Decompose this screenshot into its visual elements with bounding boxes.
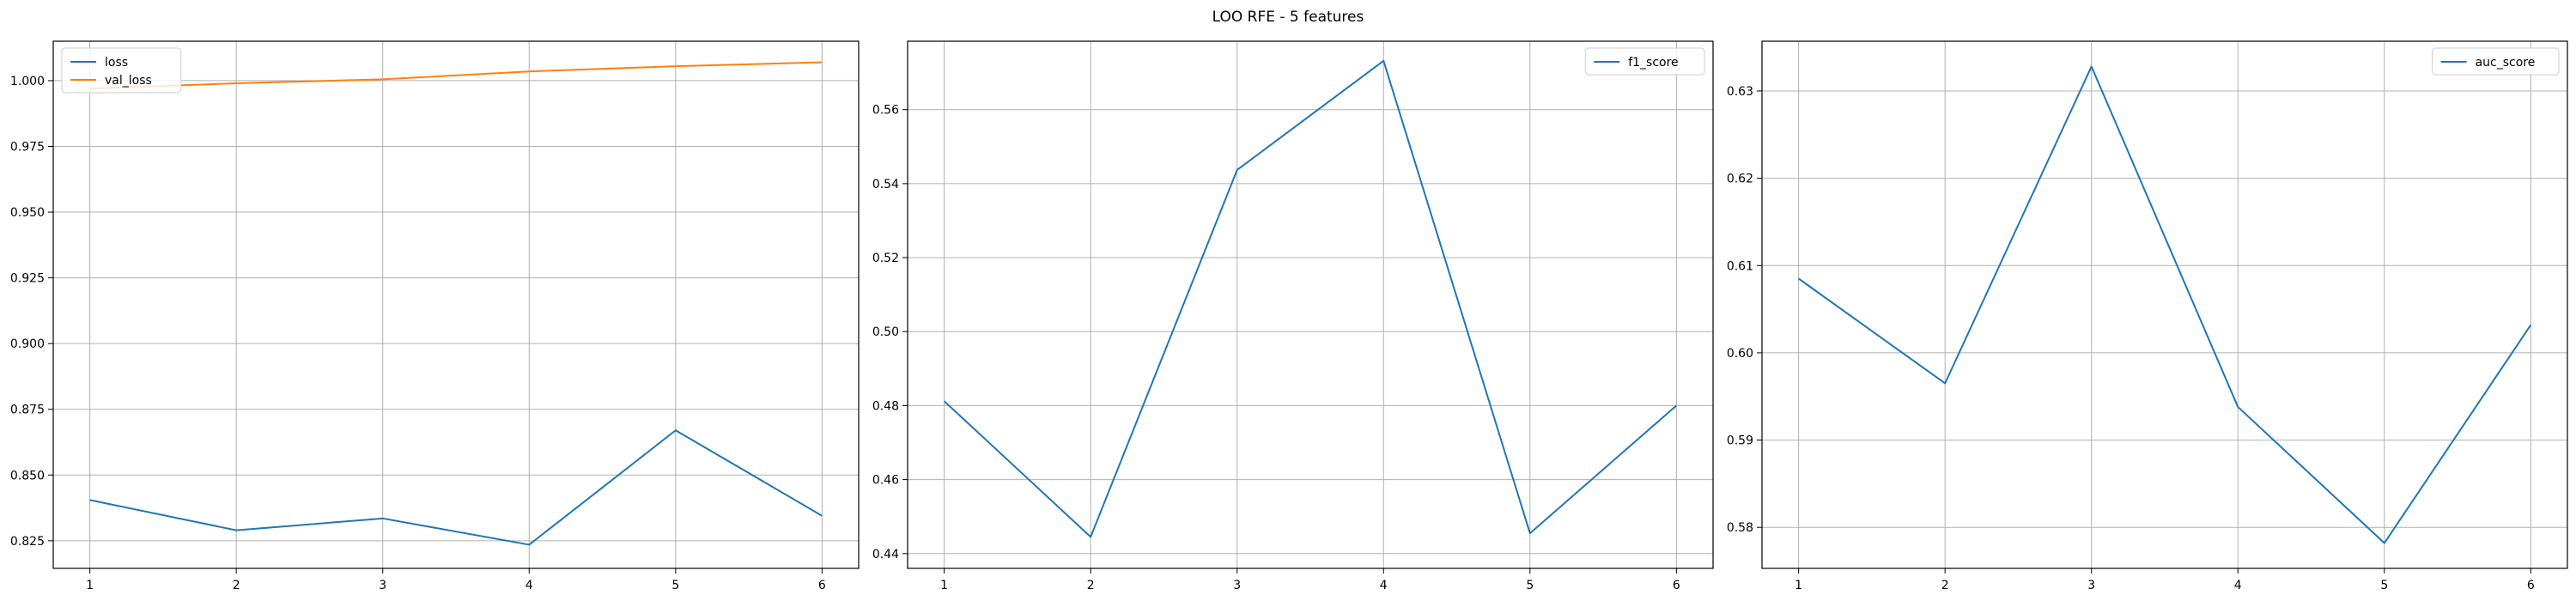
x-tick-label: 5 bbox=[671, 579, 679, 592]
y-tick-label: 0.62 bbox=[1727, 173, 1753, 186]
x-tick-label: 1 bbox=[1795, 579, 1802, 592]
y-tick-label: 0.59 bbox=[1727, 434, 1753, 448]
y-tick-label: 0.44 bbox=[872, 548, 899, 562]
y-tick-label: 0.825 bbox=[10, 535, 45, 549]
x-tick-label: 2 bbox=[1941, 579, 1949, 592]
legend-box bbox=[61, 47, 182, 94]
x-tick-label: 2 bbox=[1087, 579, 1095, 592]
axes-frame bbox=[907, 40, 1714, 569]
y-tick-label: 0.50 bbox=[872, 325, 899, 339]
y-tick-label: 0.925 bbox=[10, 272, 45, 286]
y-tick-label: 0.56 bbox=[872, 104, 899, 118]
legend: loss val_loss bbox=[61, 47, 182, 94]
chart-panel-3: 1 2 3 4 5 6 0.58 0.59 0.60 0.61 0.62 0.63 auc_score bbox=[1727, 40, 2568, 592]
legend-label-auc_score: auc_score bbox=[2476, 56, 2536, 70]
series-line-f1_score bbox=[943, 59, 1678, 538]
y-tick-label: 0.875 bbox=[10, 404, 45, 417]
x-tick-label: 6 bbox=[1673, 579, 1680, 592]
y-tick-label: 0.58 bbox=[1727, 521, 1753, 535]
x-tick-label: 6 bbox=[2527, 579, 2535, 592]
series-line-val_loss bbox=[89, 61, 823, 90]
y-tick-label: 0.900 bbox=[10, 337, 45, 351]
x-tick-label: 1 bbox=[86, 579, 94, 592]
y-tick-label: 0.46 bbox=[872, 474, 899, 488]
y-tick-label: 0.950 bbox=[10, 206, 45, 220]
x-tick-label: 4 bbox=[2234, 579, 2242, 592]
y-tick-label: 0.61 bbox=[1727, 259, 1753, 273]
y-tick-label: 0.975 bbox=[10, 140, 45, 154]
y-tick-label: 0.60 bbox=[1727, 347, 1753, 361]
y-tick-label: 0.63 bbox=[1727, 85, 1753, 99]
x-tick-label: 6 bbox=[818, 579, 826, 592]
x-tick-label: 3 bbox=[379, 579, 386, 592]
series-line-loss bbox=[89, 429, 823, 546]
legend: f1_score bbox=[1584, 47, 1705, 76]
legend-label-loss: loss bbox=[105, 56, 128, 70]
x-tick-label: 2 bbox=[233, 579, 240, 592]
y-tick-label: 0.52 bbox=[872, 252, 899, 265]
legend-box bbox=[2432, 47, 2560, 76]
legend: auc_score bbox=[2432, 47, 2560, 76]
y-tick-label: 0.48 bbox=[872, 399, 899, 413]
figure-title: LOO RFE - 5 features bbox=[1212, 9, 1364, 26]
axes-frame bbox=[1761, 40, 2568, 569]
x-tick-label: 4 bbox=[526, 579, 533, 592]
x-tick-label: 5 bbox=[1526, 579, 1534, 592]
legend-box bbox=[1584, 47, 1705, 76]
legend-label-val_loss: val_loss bbox=[105, 74, 152, 88]
chart-panel-1: 1 2 3 4 5 6 0.825 0.850 0.875 0.900 0.925 0.950 0.97… bbox=[10, 40, 860, 592]
x-tick-label: 3 bbox=[1233, 579, 1241, 592]
y-tick-label: 0.54 bbox=[872, 178, 899, 191]
x-tick-label: 3 bbox=[2087, 579, 2095, 592]
legend-label-f1_score: f1_score bbox=[1628, 56, 1678, 70]
x-tick-label: 4 bbox=[1380, 579, 1388, 592]
series-line-auc_score bbox=[1798, 65, 2532, 544]
x-tick-label: 5 bbox=[2380, 579, 2388, 592]
chart-panel-2: 1 2 3 4 5 6 0.44 0.46 0.48 0.50 0.52 0.54 0.56 f1_sco… bbox=[872, 40, 1714, 592]
axes-frame bbox=[52, 40, 860, 569]
y-tick-label: 0.850 bbox=[10, 469, 45, 483]
y-tick-label: 1.000 bbox=[10, 75, 45, 88]
x-tick-label: 1 bbox=[940, 579, 948, 592]
